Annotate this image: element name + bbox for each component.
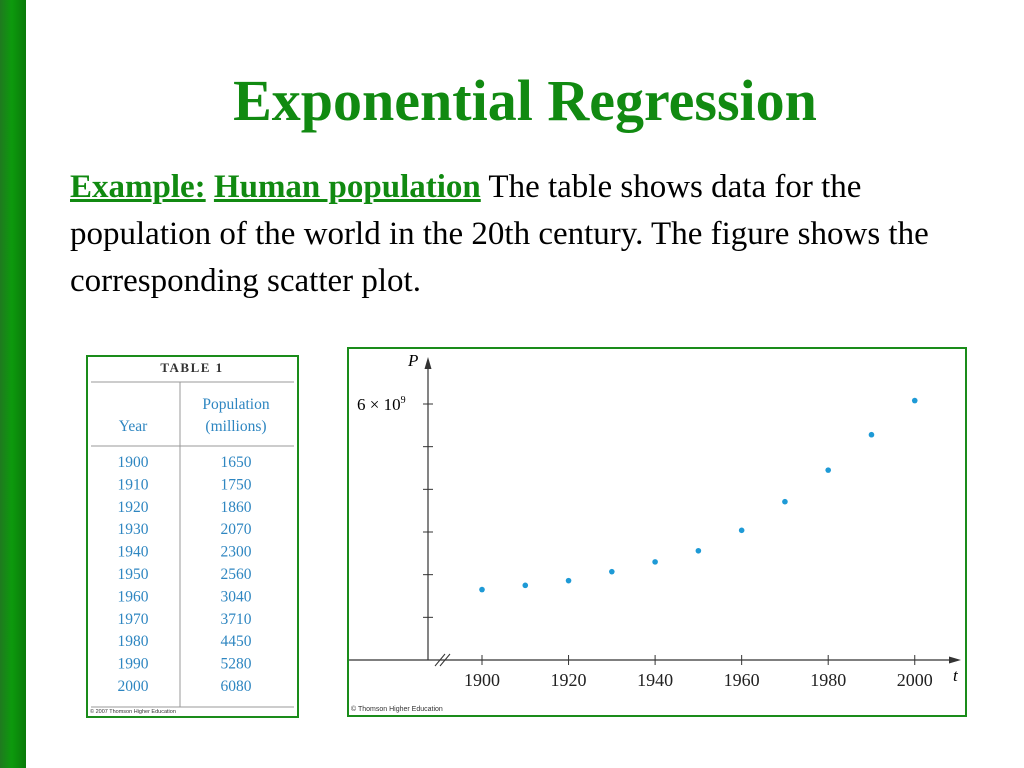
table-population-cell: 3040	[221, 588, 252, 605]
year-column-header: Year	[119, 418, 148, 435]
table-rows: 1900 1650 1910 1750 1920 1860 1930 2070 1940 2300…	[118, 454, 252, 695]
example-label: Example:	[70, 169, 206, 205]
plot-copyright: © Thomson Higher Education	[351, 706, 443, 713]
plot-axes: 1900 1920 1940 1960 1980 2000	[349, 357, 961, 690]
table-population-cell: 1750	[221, 476, 252, 493]
data-point	[565, 577, 572, 584]
y-axis-label: P	[407, 351, 418, 370]
x-tick-label: 1900	[464, 670, 500, 690]
table-year-cell: 1940	[118, 544, 149, 561]
table-population-cell: 6080	[221, 678, 252, 695]
x-tick-label: 2000	[897, 670, 933, 690]
y-tick-label-exponent: 9	[401, 395, 406, 406]
intro-text: The table shows data for the population …	[70, 169, 929, 299]
y-axis-arrow	[424, 357, 432, 369]
table-year-cell: 1910	[118, 476, 149, 493]
table-year-cell: 1980	[118, 633, 149, 650]
intro-paragraph: Example: Human population The table show…	[70, 164, 990, 305]
population-column-units: (millions)	[205, 418, 266, 435]
axis-break-mark	[434, 653, 446, 667]
x-tick-label: 1980	[810, 670, 846, 690]
axis-break-mark	[439, 653, 451, 667]
data-point	[522, 582, 529, 589]
table-year-cell: 1970	[118, 611, 149, 628]
table-population-cell: 1860	[221, 499, 252, 516]
table-population-cell: 2070	[221, 521, 252, 538]
scatter-plot-canvas: 1900 1920 1940 1960 1980 2000 P t 6 × 109	[349, 351, 961, 690]
scatter-plot: 1900 1920 1940 1960 1980 2000 P t 6 × 109 © T…	[347, 347, 967, 717]
y-tick-label-base: 6 × 10	[357, 395, 401, 414]
data-point	[652, 559, 658, 565]
table-population-cell: 5280	[221, 656, 252, 673]
data-point	[868, 431, 875, 438]
data-point	[911, 397, 918, 404]
x-tick-label: 1940	[637, 670, 673, 690]
table-year-cell: 1960	[118, 588, 149, 605]
plot-points	[479, 397, 918, 593]
table-year-cell: 2000	[118, 678, 149, 695]
x-tick-label: 1920	[551, 670, 587, 690]
table-population-cell: 2300	[221, 544, 252, 561]
table-year-cell: 1990	[118, 656, 149, 673]
data-point	[479, 586, 485, 593]
table-year-cell: 1930	[118, 521, 149, 538]
data-point	[738, 527, 745, 534]
data-point	[609, 568, 615, 575]
data-point	[695, 547, 702, 554]
x-axis-arrow	[949, 656, 961, 664]
table-population-cell: 2560	[221, 566, 252, 583]
data-point	[825, 467, 831, 473]
x-tick-label: 1960	[724, 670, 760, 690]
x-axis-label: t	[953, 666, 959, 685]
population-table: TABLE 1 Year Population (millions) 1900 1…	[86, 355, 299, 718]
table-drawing: TABLE 1 Year Population (millions) 1900 1…	[91, 360, 294, 708]
population-column-header: Population	[202, 396, 269, 413]
topic-label: Human population	[213, 169, 481, 205]
table-population-cell: 4450	[221, 633, 252, 650]
y-tick-label: 6 × 109	[357, 395, 406, 414]
table-copyright: © 2007 Thomson Higher Education	[90, 709, 176, 715]
table-population-cell: 3710	[221, 611, 252, 628]
table-caption: TABLE 1	[160, 360, 223, 375]
table-year-cell: 1950	[118, 566, 149, 583]
table-year-cell: 1920	[118, 499, 149, 516]
data-point	[782, 498, 788, 505]
side-accent-bar	[0, 0, 26, 768]
slide-title: Exponential Regression	[233, 68, 817, 133]
table-population-cell: 1650	[221, 454, 252, 471]
table-year-cell: 1900	[118, 454, 149, 471]
